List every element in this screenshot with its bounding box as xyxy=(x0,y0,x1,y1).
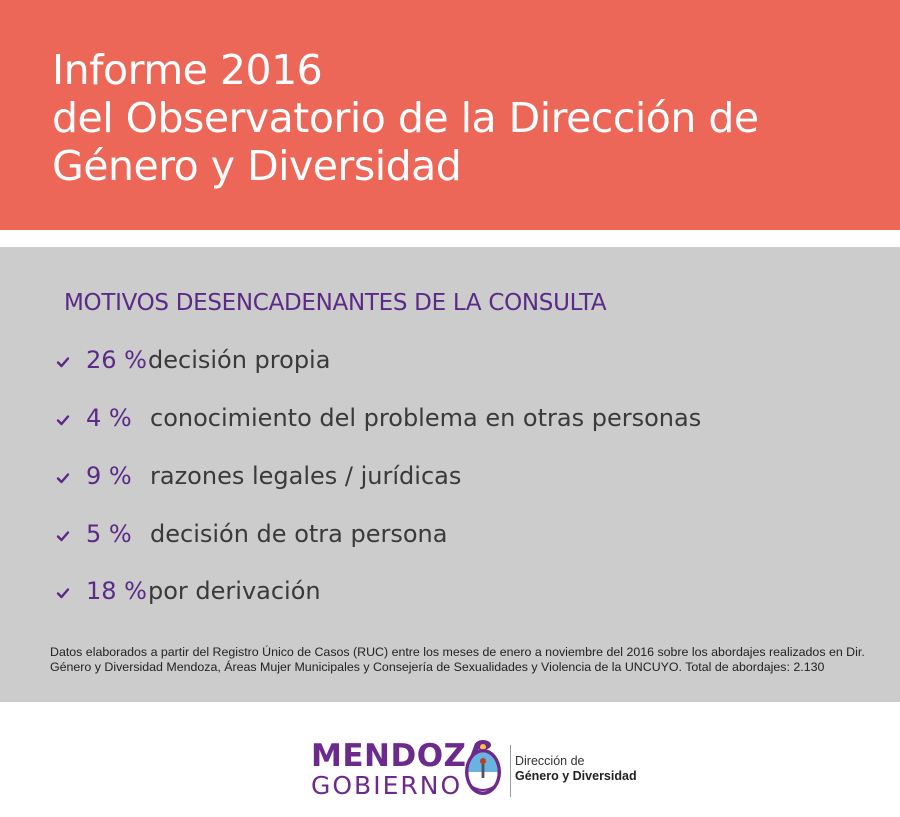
reason-label: conocimiento del problema en otras perso… xyxy=(150,404,702,432)
percent-value: 18 % xyxy=(86,577,147,605)
department-name-line-1: Dirección de xyxy=(515,754,585,768)
page-title: Informe 2016 del Observatorio de la Dire… xyxy=(52,46,759,190)
percent-value: 5 % xyxy=(86,520,132,548)
department-name-line-2: Género y Diversidad xyxy=(515,769,637,783)
reason-label: por derivación xyxy=(148,577,321,605)
header-banner: Informe 2016 del Observatorio de la Dire… xyxy=(0,0,900,230)
footer xyxy=(0,702,900,817)
percent-value: 9 % xyxy=(86,462,132,490)
reason-label: decisión propia xyxy=(148,346,331,374)
check-icon xyxy=(56,355,70,369)
logo-divider xyxy=(510,745,511,797)
reason-label: decisión de otra persona xyxy=(150,520,448,548)
section-heading: MOTIVOS DESENCADENANTES DE LA CONSULTA xyxy=(64,290,607,316)
check-icon xyxy=(56,586,70,600)
percent-value: 26 % xyxy=(86,346,147,374)
content-panel xyxy=(0,247,900,702)
title-line-3: Género y Diversidad xyxy=(52,142,462,190)
reason-label: razones legales / jurídicas xyxy=(150,462,462,490)
list-item: 18 % por derivación xyxy=(56,575,321,607)
title-line-2: del Observatorio de la Dirección de xyxy=(52,94,759,142)
list-item: 9 % razones legales / jurídicas xyxy=(56,460,461,492)
logo-mendoza-text: MENDOZA xyxy=(311,738,492,774)
logo-gobierno-text: GOBIERNO xyxy=(311,771,463,800)
check-icon xyxy=(56,529,70,543)
mendoza-seal-icon xyxy=(462,738,504,798)
footnote: Datos elaborados a partir del Registro Ú… xyxy=(50,645,865,674)
percent-value: 4 % xyxy=(86,404,132,432)
list-item: 26 % decisión propia xyxy=(56,344,330,376)
title-line-1: Informe 2016 xyxy=(52,46,323,94)
check-icon xyxy=(56,471,70,485)
list-item: 5 % decisión de otra persona xyxy=(56,518,447,550)
check-icon xyxy=(56,413,70,427)
list-item: 4 % conocimiento del problema en otras p… xyxy=(56,402,701,434)
